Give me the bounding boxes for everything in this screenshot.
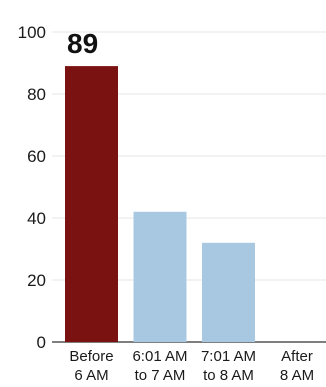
data-label-0: 89 (67, 28, 98, 59)
y-tick-label-20: 20 (27, 271, 46, 290)
y-tick-label-0: 0 (37, 333, 46, 352)
x-axis-categories: Before 6 AM 6:01 AM to 7 AM 7:01 AM to 8 AM Af… (69, 348, 314, 384)
x-category-label-3: After 8 AM (280, 348, 314, 384)
data-labels: 89 (67, 28, 98, 59)
x-category-label-1: 6:01 AM to 7 AM (132, 348, 187, 384)
bar-0 (65, 66, 118, 342)
bars (65, 66, 255, 342)
y-axis-ticks: 0 20 40 60 80 100 (18, 23, 46, 352)
y-tick-label-80: 80 (27, 85, 46, 104)
y-tick-label-40: 40 (27, 209, 46, 228)
bar-1 (133, 211, 187, 342)
x-category-label-0: Before 6 AM (69, 348, 113, 384)
y-tick-label-100: 100 (18, 23, 46, 42)
y-tick-label-60: 60 (27, 147, 46, 166)
x-category-label-2: 7:01 AM to 8 AM (201, 348, 256, 384)
bar-2 (202, 242, 255, 342)
